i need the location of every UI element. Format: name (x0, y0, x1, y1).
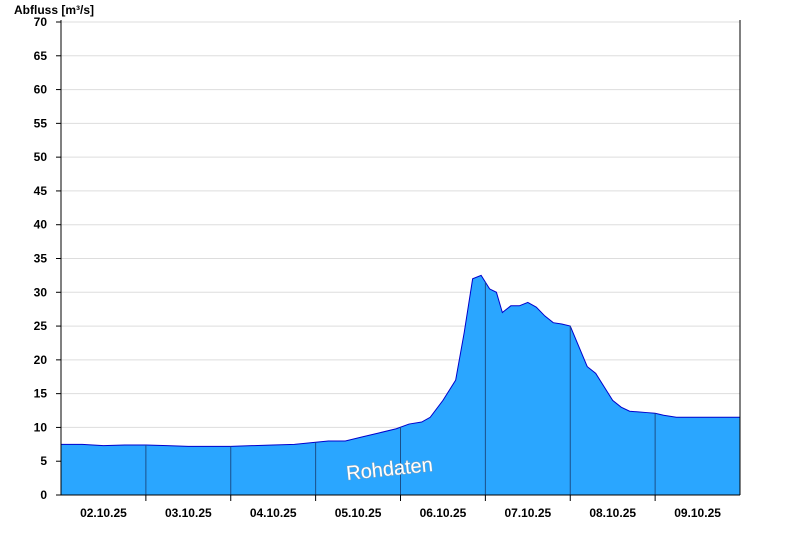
axes (56, 20, 741, 501)
y-tick-label: 35 (34, 252, 48, 266)
grid (61, 21, 740, 462)
x-tick-label: 08.10.25 (589, 506, 636, 520)
y-tick-label: 40 (34, 218, 48, 232)
y-tick-label: 60 (34, 83, 48, 97)
x-tick-label: 03.10.25 (165, 506, 212, 520)
y-tick-label: 0 (40, 488, 47, 502)
y-tick-label: 65 (34, 49, 48, 63)
day-dividers (145, 282, 656, 495)
y-tick-label: 30 (34, 285, 48, 299)
y-tick-label: 5 (40, 454, 47, 468)
y-tick-label: 70 (34, 15, 48, 29)
y-tick-label: 55 (34, 116, 48, 130)
y-axis-title: Abfluss [m³/s] (14, 3, 94, 17)
y-tick-label: 45 (34, 184, 48, 198)
y-tick-label: 10 (34, 420, 48, 434)
y-tick-label: 50 (34, 150, 48, 164)
x-tick-label: 04.10.25 (250, 506, 297, 520)
y-tick-label: 15 (34, 387, 48, 401)
x-tick-label: 07.10.25 (504, 506, 551, 520)
x-tick-label: 02.10.25 (80, 506, 127, 520)
axis-labels: 0 5 10 15 20 25 30 35 40 45 50 55 60 65 70 02.10.25 03.1… (34, 15, 722, 520)
x-tick-label: 09.10.25 (674, 506, 721, 520)
x-tick-label: 05.10.25 (335, 506, 382, 520)
y-tick-label: 20 (34, 353, 48, 367)
y-tick-label: 25 (34, 319, 48, 333)
x-tick-label: 06.10.25 (420, 506, 467, 520)
